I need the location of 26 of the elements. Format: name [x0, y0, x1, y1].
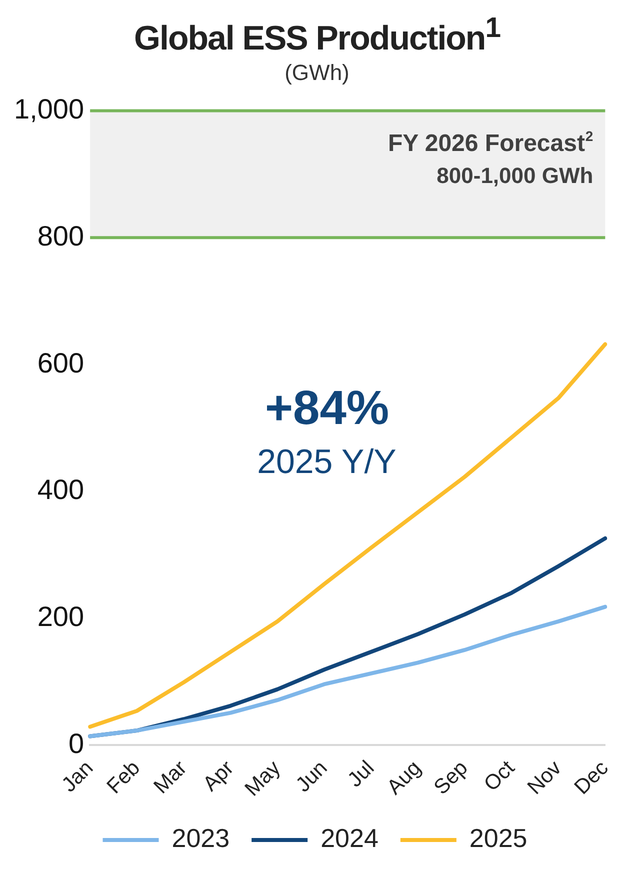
x-tick-label: Jan [57, 756, 98, 797]
x-tick-label: Aug [382, 756, 426, 800]
x-tick-label: Sep [430, 756, 472, 800]
x-tick-label: May [240, 756, 286, 802]
x-tick-label: Nov [523, 756, 566, 800]
legend-label: 2025 [469, 824, 528, 854]
y-tick-label: 0 [68, 728, 84, 760]
y-tick-label: 1,000 [14, 94, 84, 125]
y-tick-label: 600 [37, 348, 84, 379]
y-tick-label: 200 [37, 601, 84, 632]
chart-subtitle: (GWh) [284, 59, 350, 88]
x-tick-label: Mar [150, 756, 192, 799]
x-tick-label: Dec [570, 756, 613, 800]
legend-label: 2024 [320, 824, 378, 854]
annotation: 800-1,000 GWh [436, 163, 594, 188]
annotation: 2025 Y/Y [257, 443, 396, 482]
legend-label: 2023 [172, 824, 230, 854]
chart-title: Global ESS Production$^{1}$ [133, 11, 502, 58]
x-tick-label: Oct [480, 756, 520, 796]
y-tick-label: 400 [37, 474, 84, 506]
x-tick-label: Jun [292, 756, 332, 797]
x-tick-label: Jul [343, 756, 379, 792]
x-tick-label: Feb [102, 756, 145, 799]
annotation: +84% [264, 382, 390, 436]
y-tick-label: 800 [37, 220, 84, 252]
x-tick-label: Apr [198, 756, 238, 796]
